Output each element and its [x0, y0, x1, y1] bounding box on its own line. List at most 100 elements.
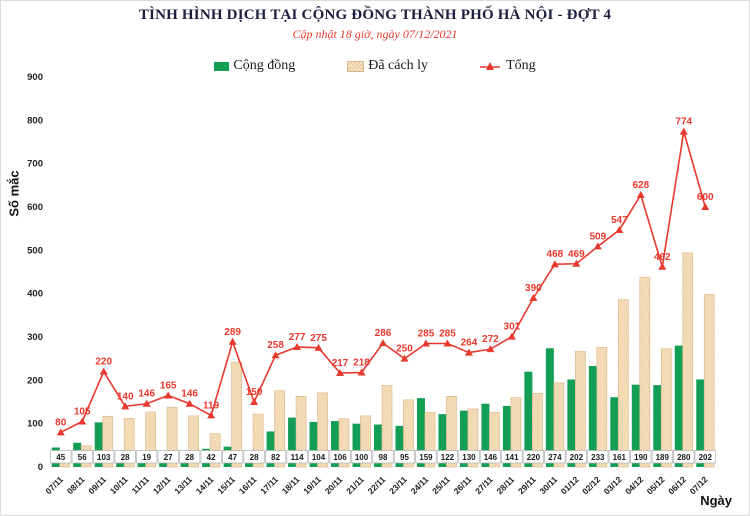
- value-box: [200, 450, 222, 464]
- x-axis-title: Ngày: [700, 493, 732, 508]
- value-box: [307, 450, 330, 464]
- date-label: 18/11: [280, 474, 302, 496]
- cong-dong-value: 146: [484, 453, 498, 462]
- total-value: 774: [675, 117, 692, 128]
- value-box: [71, 450, 93, 464]
- cong-dong-value: 28: [185, 453, 194, 462]
- total-markers: [56, 127, 710, 436]
- date-label: 10/11: [108, 474, 130, 496]
- legend-marker-total-line-icon: [480, 62, 501, 70]
- bar-cong-dong: [588, 366, 597, 467]
- triangle-marker: [56, 428, 65, 436]
- total-value: 390: [525, 283, 542, 294]
- total-value: 547: [611, 215, 628, 226]
- legend-swatch-green: [214, 61, 230, 71]
- bar-da-cach-ly: [274, 390, 285, 468]
- triangle-marker: [228, 337, 237, 345]
- cong-dong-value: 190: [634, 453, 648, 462]
- cong-dong-value-labels: 45 56 103 28 19 27 28 42 47 28 82 114 104 106 100 98 95 1…: [50, 450, 716, 464]
- chart-subtitle: Cập nhật 18 giờ, ngày 07/12/2021: [292, 27, 458, 41]
- cong-dong-value: 95: [400, 453, 409, 462]
- triangle-marker: [464, 348, 473, 356]
- bar-cong-dong: [438, 414, 447, 467]
- bar-cong-dong: [674, 345, 683, 467]
- total-value: 272: [482, 334, 499, 345]
- triangle-marker: [336, 368, 345, 376]
- bar-cong-dong: [631, 384, 640, 467]
- triangle-marker: [99, 367, 108, 375]
- triangle-marker: [421, 339, 430, 347]
- value-box: [222, 450, 244, 464]
- value-box: [479, 450, 501, 464]
- triangle-marker: [400, 354, 409, 362]
- date-label: 25/11: [430, 474, 452, 496]
- total-value: 285: [439, 329, 456, 340]
- triangle-marker: [658, 262, 667, 270]
- cong-dong-value: 82: [271, 453, 280, 462]
- total-value: 80: [55, 417, 67, 428]
- cong-dong-value: 159: [419, 453, 433, 462]
- bar-da-cach-ly: [682, 252, 694, 468]
- cong-dong-value: 189: [656, 453, 670, 462]
- total-value: 146: [181, 389, 198, 400]
- date-label: 30/11: [537, 474, 559, 496]
- value-box: [265, 450, 287, 464]
- value-box: [458, 450, 480, 464]
- date-label: 09/11: [86, 474, 108, 496]
- legend-label-da-cach-ly: Đã cách ly: [368, 58, 429, 73]
- value-box: [501, 450, 523, 464]
- bar-da-cach-ly: [338, 418, 350, 468]
- y-tick-label: 0: [38, 462, 43, 473]
- bar-cong-dong: [610, 397, 619, 467]
- y-tick-label: 700: [27, 159, 43, 170]
- triangle-marker: [486, 345, 495, 353]
- bar-cong-dong: [352, 423, 361, 467]
- triangle-marker: [379, 339, 387, 347]
- value-box: [350, 450, 373, 464]
- bar-da-cach-ly: [596, 347, 608, 468]
- legend-item-tong: Tổng: [480, 58, 536, 74]
- bar-cong-dong: [545, 348, 554, 467]
- value-box: [50, 450, 72, 464]
- bar-da-cach-ly: [532, 392, 543, 468]
- date-label: 05/12: [645, 474, 667, 496]
- value-box: [651, 450, 673, 464]
- bar-cong-dong: [481, 403, 490, 467]
- bar-da-cach-ly: [381, 385, 393, 468]
- total-value: 165: [160, 381, 177, 392]
- legend-label-cong-dong: Cộng đồng: [233, 58, 296, 73]
- triangle-marker: [443, 339, 452, 347]
- y-tick-label: 200: [27, 375, 43, 386]
- date-label: 07/11: [43, 474, 65, 496]
- total-value: 462: [654, 252, 671, 263]
- triangle-marker: [357, 368, 366, 376]
- value-box: [608, 450, 630, 464]
- total-value: 250: [396, 344, 413, 355]
- bar-da-cach-ly: [123, 418, 135, 468]
- triangle-marker: [314, 343, 323, 351]
- bar-da-cach-ly: [424, 412, 436, 468]
- value-box: [673, 450, 695, 464]
- date-label: 12/11: [151, 474, 173, 496]
- date-label: 06/12: [666, 474, 688, 496]
- value-box: [179, 450, 201, 464]
- cong-dong-value: 161: [613, 453, 627, 462]
- cong-dong-value: 28: [121, 453, 130, 462]
- total-value-labels: 80 105 220 140 146 165 146 119 289 150 258 277 275 21…: [55, 117, 714, 429]
- bar-cong-dong: [459, 410, 468, 467]
- total-value: 150: [246, 387, 263, 398]
- cong-dong-value: 114: [291, 453, 304, 462]
- cong-dong-value: 106: [333, 453, 347, 462]
- triangle-marker: [572, 259, 581, 267]
- total-value: 105: [74, 407, 91, 418]
- bar-cong-dong: [567, 379, 576, 467]
- date-label: 23/11: [387, 474, 409, 496]
- cong-dong-value: 202: [570, 453, 584, 462]
- value-box: [587, 450, 609, 464]
- value-box: [565, 450, 587, 464]
- date-label: 24/11: [409, 474, 431, 496]
- date-label: 26/11: [452, 474, 474, 496]
- cong-dong-value: 233: [591, 453, 605, 462]
